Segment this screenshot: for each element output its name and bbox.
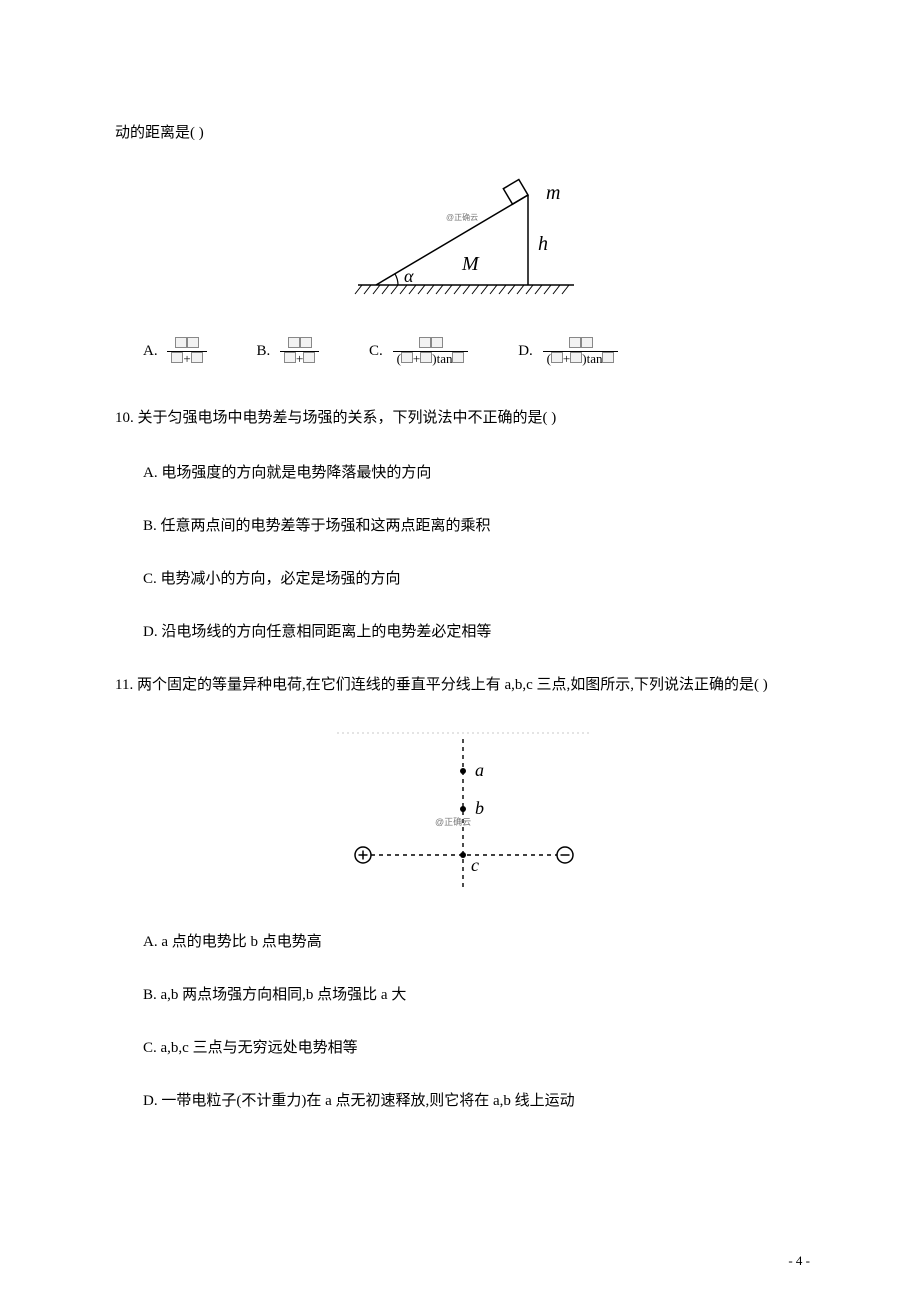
q9-stem: 动的距离是( ) [115, 120, 810, 147]
svg-text:@正确云: @正确云 [435, 816, 471, 827]
svg-text:M: M [461, 253, 480, 275]
svg-text:h: h [538, 233, 548, 255]
q10-option-B: B. 任意两点间的电势差等于场强和这两点距离的乘积 [115, 513, 810, 540]
q10-option-A: A. 电场强度的方向就是电势降落最快的方向 [115, 460, 810, 487]
q9-option-B: B. + [256, 337, 319, 367]
q10-option-C: C. 电势减小的方向，必定是场强的方向 [115, 566, 810, 593]
q10-option-D: D. 沿电场线的方向任意相同距离上的电势差必定相等 [115, 619, 810, 646]
q11-option-B: B. a,b 两点场强方向相同,b 点场强比 a 大 [115, 982, 810, 1009]
page-number: - 4 - [788, 1249, 810, 1272]
q9-figure-svg: m h Mα @正确云 [348, 175, 578, 305]
q9-option-A: A. + [143, 337, 207, 367]
q11-figure-svg: ab c @正确云 [333, 727, 593, 897]
q11-figure: ab c @正确云 [115, 727, 810, 907]
q11-option-D: D. 一带电粒子(不计重力)在 a 点无初速释放,则它将在 a,b 线上运动 [115, 1088, 810, 1115]
q11-stem: 11. 两个固定的等量异种电荷,在它们连线的垂直平分线上有 a,b,c 三点,如… [115, 672, 810, 699]
q11-option-A: A. a 点的电势比 b 点电势高 [115, 929, 810, 956]
svg-text:c: c [471, 855, 479, 875]
q10-stem: 10. 关于匀强电场中电势差与场强的关系，下列说法中不正确的是( ) [115, 405, 810, 432]
svg-text:a: a [475, 760, 484, 780]
svg-text:α: α [404, 266, 414, 286]
q9-figure: m h Mα @正确云 [115, 175, 810, 315]
svg-text:@正确云: @正确云 [446, 212, 478, 222]
q9-option-C: C. (+)tan [369, 337, 468, 367]
q9-options: A. + B. + C. (+)tan D. (+)t [143, 337, 810, 367]
svg-text:b: b [475, 798, 484, 818]
svg-text:m: m [546, 182, 560, 204]
q11-option-C: C. a,b,c 三点与无穷远处电势相等 [115, 1035, 810, 1062]
q9-option-D: D. (+)tan [518, 337, 618, 367]
